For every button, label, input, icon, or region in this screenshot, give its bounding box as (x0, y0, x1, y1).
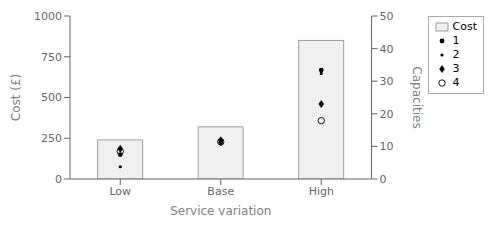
svg-text:Base: Base (207, 185, 234, 198)
svg-text:30: 30 (380, 75, 394, 88)
svg-text:Cost (£): Cost (£) (9, 74, 23, 122)
svg-text:Low: Low (109, 185, 131, 198)
svg-text:20: 20 (380, 108, 394, 121)
svg-text:500: 500 (41, 91, 62, 104)
html-text:3: 3 (452, 62, 460, 75)
svg-text:750: 750 (41, 51, 62, 64)
svg-text:1000: 1000 (34, 10, 62, 23)
svg-text:0: 0 (380, 173, 387, 186)
svg-text:10: 10 (380, 140, 394, 153)
svg-text:Service variation: Service variation (170, 204, 271, 218)
svg-text:40: 40 (380, 43, 394, 56)
html-text:2: 2 (452, 48, 460, 61)
html-text:1: 1 (452, 34, 460, 47)
svg-text:250: 250 (41, 132, 62, 145)
svg-text:50: 50 (380, 10, 394, 23)
html-text:4: 4 (452, 76, 460, 89)
html-text:Cost: Cost (452, 20, 477, 33)
svg-text:Capacities: Capacities (410, 66, 424, 128)
svg-text:High: High (309, 185, 334, 198)
svg-text:0: 0 (55, 173, 62, 186)
